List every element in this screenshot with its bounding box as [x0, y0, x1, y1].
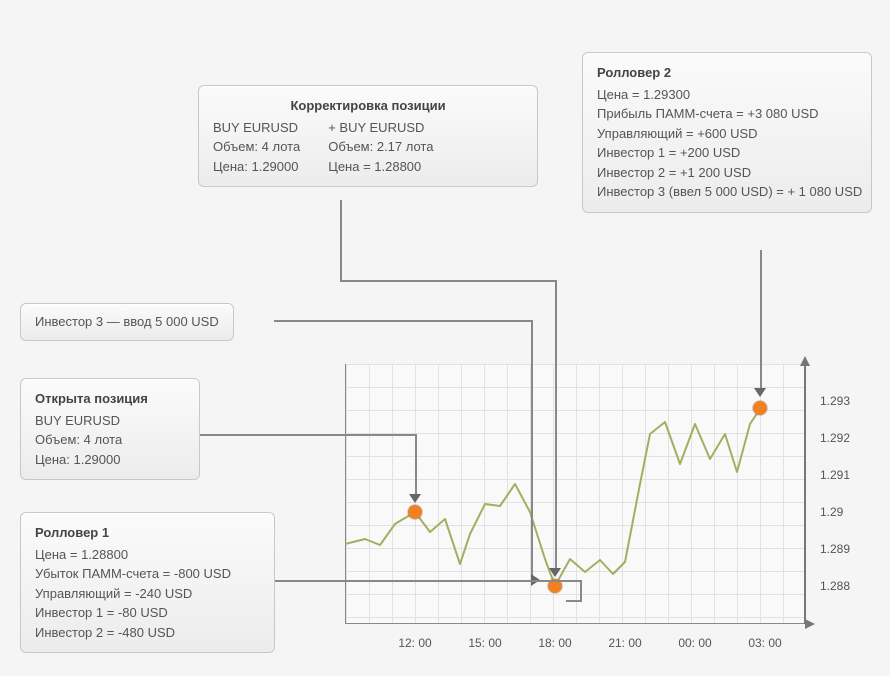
open-line: Объем: 4 лота	[35, 430, 185, 450]
connector	[580, 580, 582, 600]
arrow-down-icon	[409, 494, 421, 503]
investor3-text: Инвестор 3 — ввод 5 000 USD	[35, 314, 219, 329]
rollover2-box: Ролловер 2 Цена = 1.29300 Прибыль ПАММ-с…	[582, 52, 872, 213]
investor3-box: Инвестор 3 — ввод 5 000 USD	[20, 303, 234, 341]
connector	[200, 434, 416, 436]
connector	[275, 580, 580, 582]
diagram-canvas: 1.293 1.292 1.291 1.29 1.289 1.288 12: 0…	[0, 0, 890, 676]
rollover2-line: Цена = 1.29300	[597, 85, 857, 105]
open-title: Открыта позиция	[35, 389, 185, 409]
correction-right-line: + BUY EURUSD	[328, 118, 433, 138]
connector	[555, 280, 557, 570]
y-tick-label: 1.288	[820, 579, 850, 593]
connector	[340, 200, 342, 280]
rollover1-line: Инвестор 2 = -480 USD	[35, 623, 260, 643]
rollover2-line: Инвестор 3 (ввел 5 000 USD) = + 1 080 US…	[597, 182, 857, 202]
y-tick-label: 1.292	[820, 431, 850, 445]
open-line: Цена: 1.29000	[35, 450, 185, 470]
rollover2-line: Управляющий = +600 USD	[597, 124, 857, 144]
y-tick-label: 1.29	[820, 505, 843, 519]
x-tick-label: 12: 00	[398, 636, 431, 650]
connector	[274, 320, 531, 322]
connector	[566, 600, 582, 602]
x-tick-label: 18: 00	[538, 636, 571, 650]
connector	[415, 434, 417, 496]
rollover1-line: Инвестор 1 = -80 USD	[35, 603, 260, 623]
rollover1-line: Убыток ПАММ-счета = -800 USD	[35, 564, 260, 584]
connector	[531, 320, 533, 580]
correction-right-line: Объем: 2.17 лота	[328, 137, 433, 157]
x-axis-arrow-icon	[805, 619, 815, 629]
correction-right-line: Цена = 1.28800	[328, 157, 433, 177]
rollover1-line: Цена = 1.28800	[35, 545, 260, 565]
correction-left-line: Объем: 4 лота	[213, 137, 300, 157]
arrow-down-icon	[754, 388, 766, 397]
rollover2-title: Ролловер 2	[597, 63, 857, 83]
arrow-down-icon	[549, 568, 561, 577]
correction-box: Корректировка позиции BUY EURUSD Объем: …	[198, 85, 538, 187]
rollover1-line: Управляющий = -240 USD	[35, 584, 260, 604]
position-open-marker	[408, 505, 422, 519]
correction-left-line: Цена: 1.29000	[213, 157, 300, 177]
y-tick-label: 1.289	[820, 542, 850, 556]
correction-title: Корректировка позиции	[213, 96, 523, 116]
y-axis-arrow-icon	[800, 356, 810, 366]
x-tick-label: 00: 00	[678, 636, 711, 650]
y-tick-label: 1.293	[820, 394, 850, 408]
rollover1-title: Ролловер 1	[35, 523, 260, 543]
connector	[340, 280, 556, 282]
x-tick-label: 15: 00	[468, 636, 501, 650]
rollover2-line: Прибыль ПАММ-счета = +3 080 USD	[597, 104, 857, 124]
x-tick-label: 21: 00	[608, 636, 641, 650]
correction-left-line: BUY EURUSD	[213, 118, 300, 138]
rollover2-marker	[753, 401, 767, 415]
rollover1-box: Ролловер 1 Цена = 1.28800 Убыток ПАММ-сч…	[20, 512, 275, 653]
y-axis	[804, 366, 806, 624]
rollover2-line: Инвестор 2 = +1 200 USD	[597, 163, 857, 183]
y-tick-label: 1.291	[820, 468, 850, 482]
open-position-box: Открыта позиция BUY EURUSD Объем: 4 лота…	[20, 378, 200, 480]
rollover2-line: Инвестор 1 = +200 USD	[597, 143, 857, 163]
connector	[760, 250, 762, 390]
x-tick-label: 03: 00	[748, 636, 781, 650]
open-line: BUY EURUSD	[35, 411, 185, 431]
